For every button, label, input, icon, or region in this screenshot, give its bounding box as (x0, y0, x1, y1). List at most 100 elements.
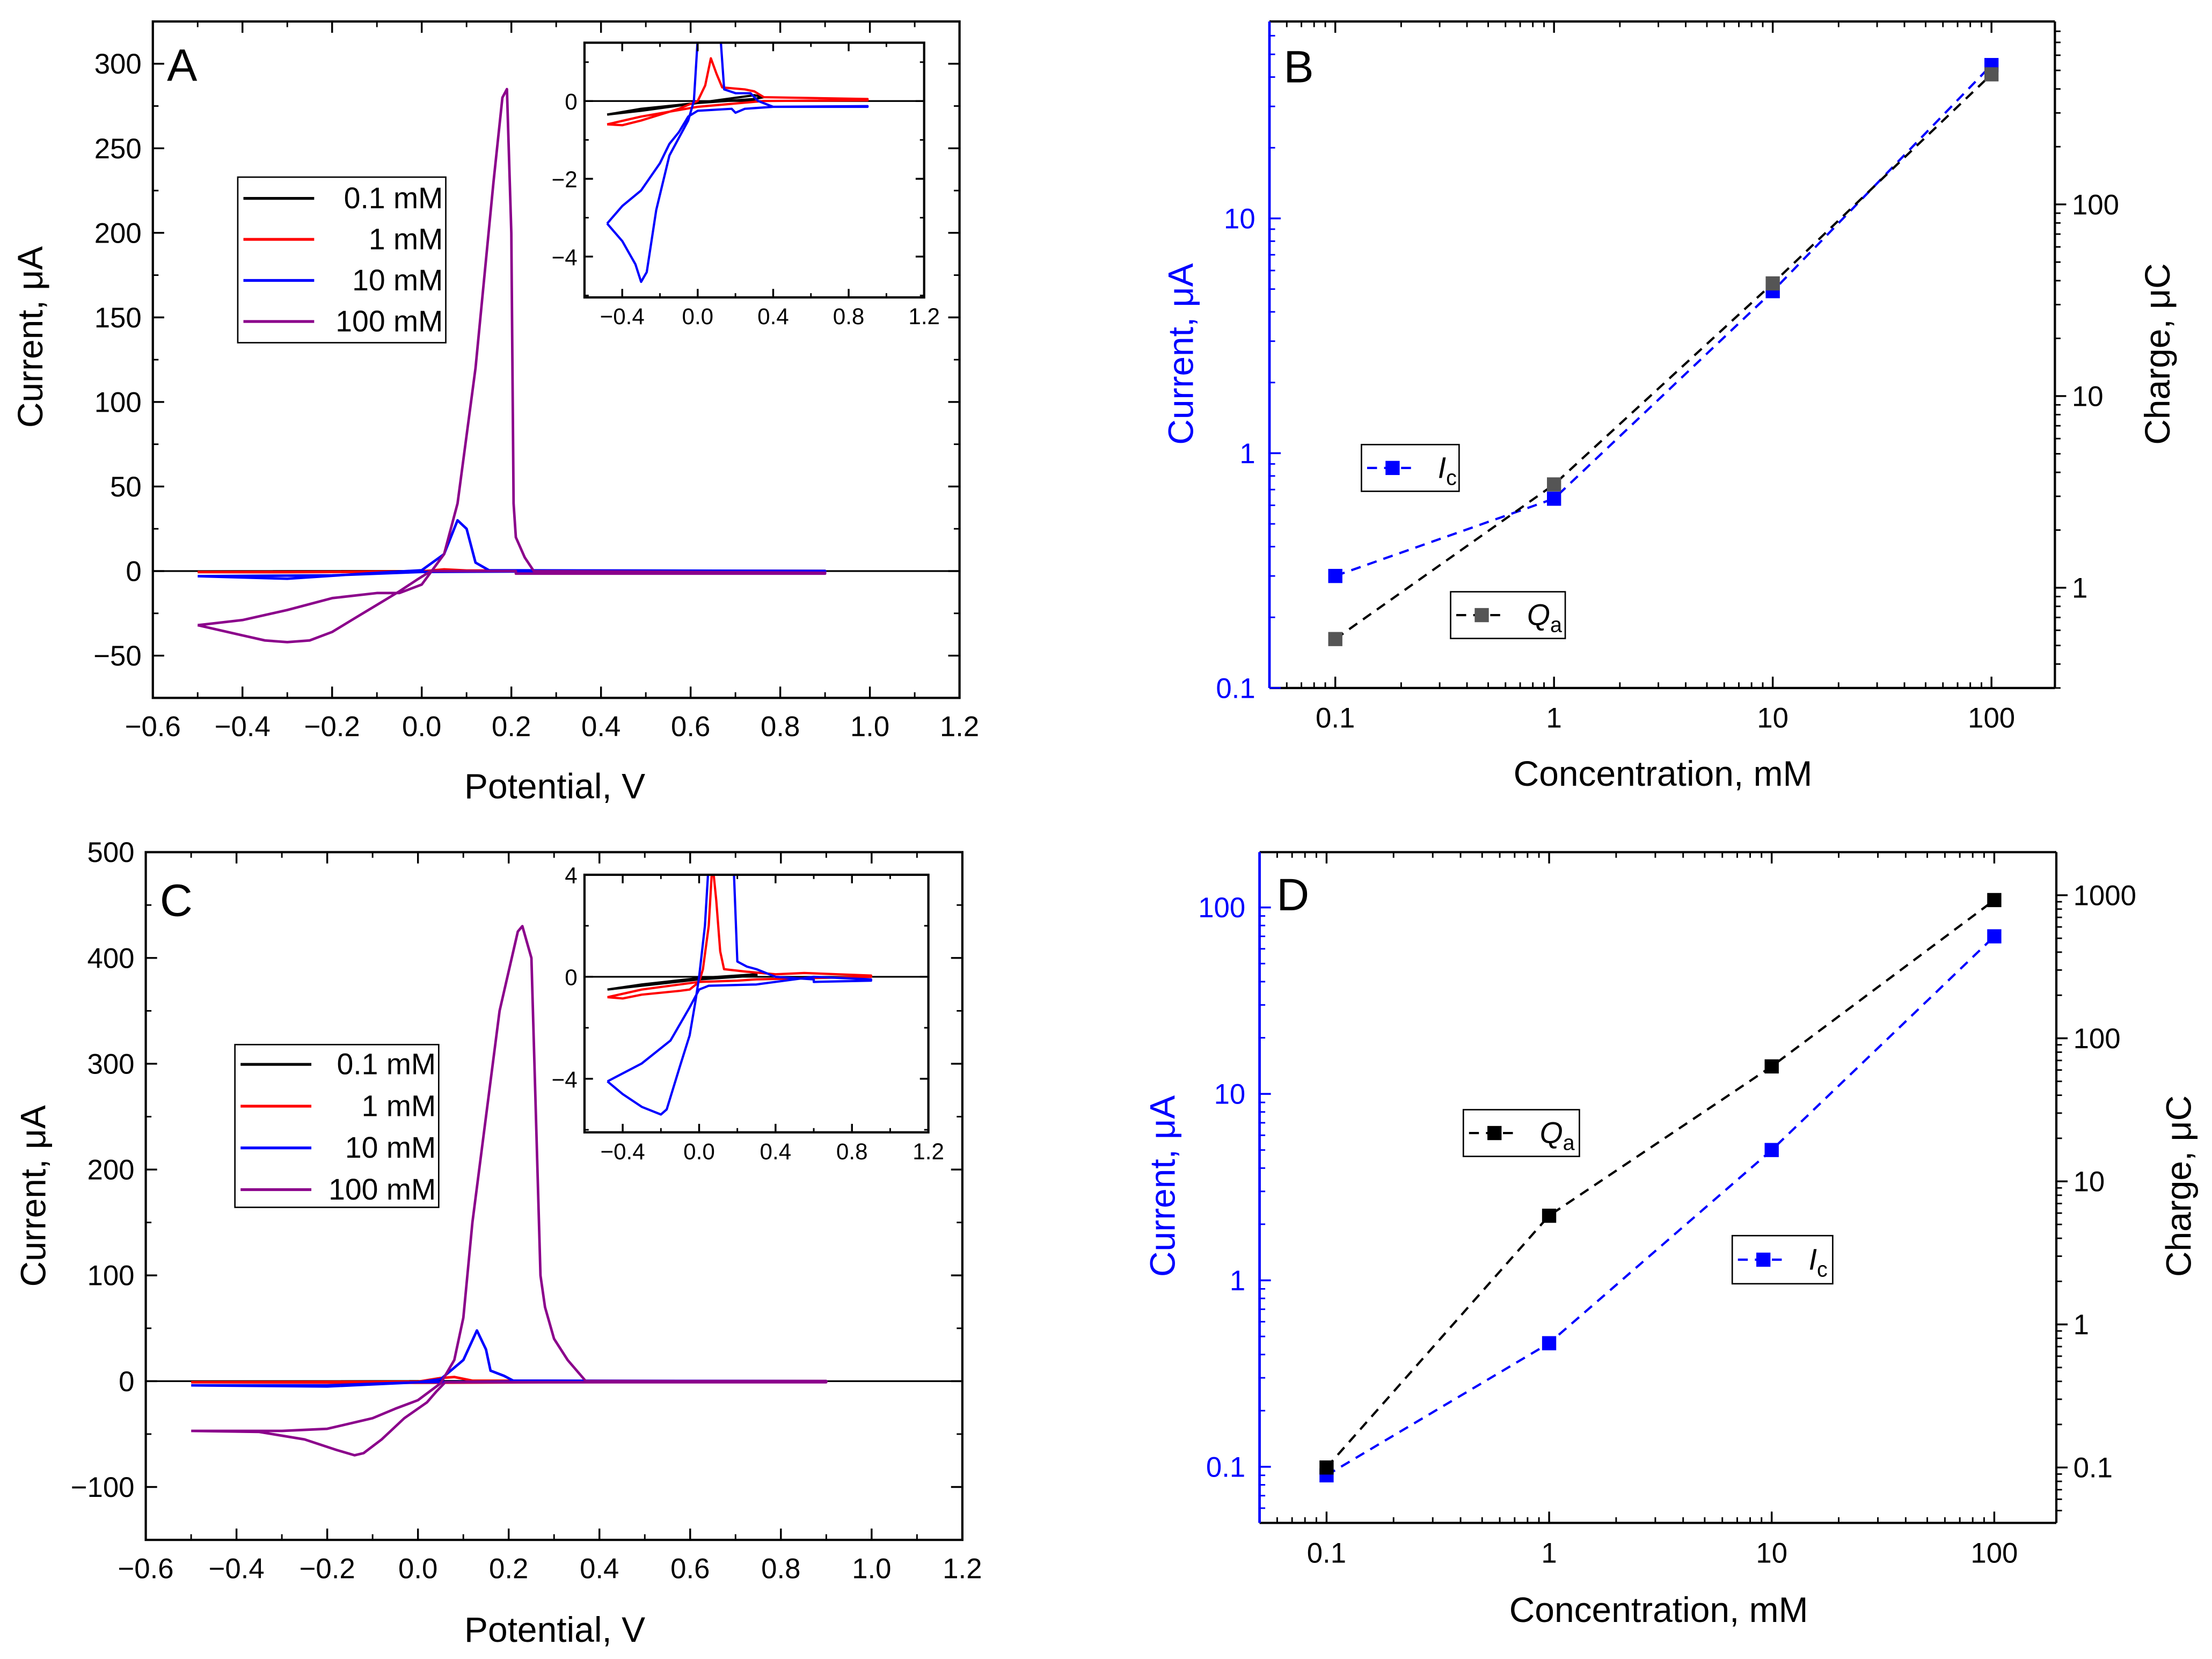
legend-label: Qa (1527, 598, 1562, 637)
left-y-tick-label: 1 (1230, 1265, 1245, 1297)
x-tick-label: 0.6 (671, 711, 710, 742)
y-tick-label: 200 (94, 217, 142, 249)
legend-marker (1487, 1126, 1502, 1141)
right-y-tick-label: 1 (2074, 1309, 2089, 1341)
right-y-axis-title: Charge, μC (2158, 1095, 2198, 1277)
plot-background (584, 42, 924, 298)
legend-subscript: a (1563, 1131, 1575, 1155)
x-axis-title: Potential, V (464, 1610, 645, 1649)
x-tick-label: −0.2 (304, 711, 360, 742)
y-tick-label: −4 (552, 1067, 578, 1092)
y-axis-title: Current, μA (10, 246, 50, 428)
right-y-tick-label: 100 (2074, 1023, 2121, 1055)
legend-box (1450, 591, 1566, 639)
legend-marker (1756, 1252, 1771, 1267)
series-group (191, 925, 828, 1457)
x-tick-label: 0.8 (836, 1139, 868, 1164)
legend-box (234, 1043, 440, 1208)
legend-Qa: Qa (1462, 1109, 1580, 1157)
x-axis-title: Concentration, mM (1514, 754, 1813, 793)
series-line-Ic (1334, 64, 1992, 578)
data-point-Qa (1764, 1059, 1779, 1074)
legend-label: 1 mM (369, 222, 443, 255)
left-y-axis-title: Current, μA (1161, 263, 1201, 444)
series-line-100-mM (197, 87, 827, 644)
legend-symbol: Q (1540, 1116, 1563, 1150)
x-tick-label: 10 (1757, 703, 1788, 734)
x-tick-label: −0.4 (600, 1139, 645, 1164)
y-tick-label: 300 (87, 1048, 135, 1080)
x-tick-label: 0.8 (761, 1553, 800, 1584)
series-line-0.1-mM (607, 973, 758, 991)
series-line-Qa (1325, 899, 1995, 1468)
series-line-Qa (1334, 73, 1992, 640)
data-point-Ic (1546, 491, 1561, 506)
y-tick-label: 200 (87, 1154, 135, 1186)
x-tick-label: 0.1 (1307, 1537, 1346, 1569)
legend-label: 0.1 mM (337, 1048, 436, 1081)
panel-A: −0.6 −0.4 −0.2 0.0 0.2 0.4 0.6 0.8 1.0 1.2 −50 0 50 1… (10, 20, 979, 806)
x-tick-label: 0.4 (760, 1139, 792, 1164)
legend-label: Ic (1809, 1243, 1828, 1281)
y-tick-label: −4 (552, 245, 578, 270)
legend-marker (1474, 608, 1489, 623)
x-tick-label: 1.0 (852, 1553, 891, 1584)
panel-D: 0.1 1 10 100 0.1 1 10 100 0.1 1 10 100 1000 Ic Qa D Conc… (1142, 851, 2198, 1629)
y-tick-label: 0 (565, 965, 577, 990)
series-line-1-mM (607, 57, 869, 127)
legend-label: Qa (1540, 1116, 1575, 1155)
legend-symbol: I (1809, 1243, 1817, 1276)
legend-symbol: I (1438, 451, 1446, 484)
x-tick-label: 0.4 (581, 711, 620, 742)
x-tick-label: 0.1 (1316, 703, 1355, 734)
y-tick-label: 300 (94, 48, 142, 80)
right-y-tick-label: 0.1 (2074, 1452, 2113, 1484)
x-tick-label: −0.4 (209, 1553, 265, 1584)
panel-B: 0.1 1 10 100 0.1 1 10 1 10 100 Ic Qa B Concentration,… (1161, 20, 2177, 793)
data-point-Ic (1542, 1336, 1557, 1350)
legend-box (1731, 1234, 1834, 1285)
x-tick-label: 1.0 (850, 711, 889, 742)
x-tick-label: −0.4 (600, 304, 645, 329)
x-tick-label: 0.2 (489, 1553, 528, 1584)
right-y-tick-label: 10 (2072, 381, 2104, 412)
data-point-Ic (1987, 929, 2002, 944)
data-point-Qa (1984, 67, 1999, 82)
y-tick-label: 0 (565, 89, 577, 114)
series-group (606, 42, 869, 283)
x-tick-label: 10 (1756, 1537, 1787, 1569)
y-axis-title: Current, μA (13, 1105, 53, 1287)
right-y-axis-title: Charge, μC (2137, 263, 2177, 444)
series-line-1-mM (607, 874, 872, 1000)
data-point-Qa (1319, 1460, 1334, 1475)
x-axis-title: Potential, V (464, 766, 645, 806)
y-tick-label: −2 (552, 167, 578, 192)
data-point-Qa (1542, 1208, 1557, 1223)
data-point-Qa (1546, 477, 1561, 492)
legend-label: 10 mM (345, 1131, 436, 1164)
legend-subscript: a (1550, 613, 1562, 637)
y-tick-label: 0 (126, 556, 141, 587)
y-tick-label: 0 (119, 1366, 134, 1398)
legend-label: Ic (1438, 451, 1457, 489)
x-tick-label: 0.0 (683, 1139, 715, 1164)
legend-box (237, 176, 447, 344)
y-tick-label: −100 (71, 1472, 135, 1503)
data-point-Qa (1987, 893, 2002, 908)
legend-subscript: c (1446, 466, 1457, 489)
plot-frame (583, 873, 930, 1134)
data-point-Qa (1765, 276, 1780, 291)
right-y-tick-label: 1000 (2074, 880, 2136, 911)
legend: 0.1 mM 1 mM 10 mM 100 mM (237, 176, 447, 344)
legend-Qa: Qa (1450, 591, 1566, 639)
left-y-tick-label: 1 (1239, 438, 1255, 470)
left-y-axis-title: Current, μA (1142, 1095, 1182, 1277)
y-tick-label: 400 (87, 942, 135, 974)
series-group (607, 874, 872, 1116)
plot-frame (583, 41, 925, 299)
x-tick-label: 1.2 (943, 1553, 982, 1584)
legend-label: 0.1 mM (344, 181, 443, 215)
left-y-tick-label: 10 (1214, 1079, 1246, 1110)
panel-letter: C (160, 875, 193, 925)
inset-plot: −0.4 0.0 0.4 0.8 1.2 −4 0 4 (552, 863, 944, 1164)
